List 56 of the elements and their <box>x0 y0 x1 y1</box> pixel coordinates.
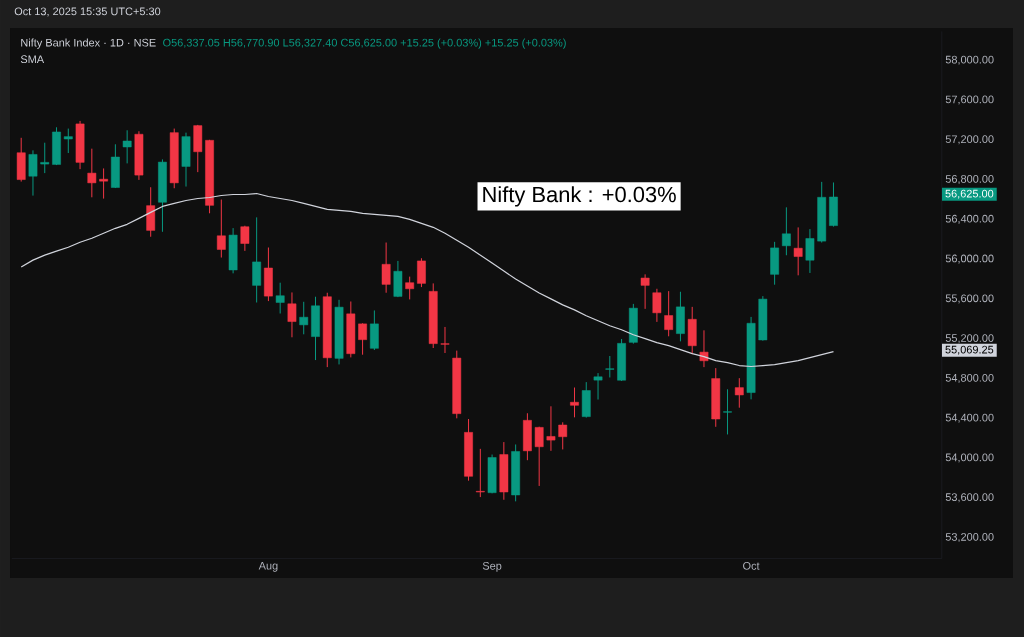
y-tick-label: 54,800.00 <box>945 373 994 383</box>
candlestick <box>558 421 568 450</box>
candlestick <box>275 282 285 315</box>
candlestick <box>40 142 50 174</box>
candlestick <box>252 216 262 303</box>
candlestick <box>805 228 815 274</box>
candlestick <box>734 377 744 409</box>
candlestick <box>405 276 415 300</box>
candlestick <box>793 226 803 276</box>
candlestick <box>381 242 391 294</box>
text: O56,337.05 H56,770.90 L56,327.40 C56,625.00 +15.25 (+0.03%) +15.25 (+0.03%) <box>163 38 566 49</box>
candlestick <box>534 426 544 487</box>
candlestick <box>63 128 73 154</box>
y-tick-label: 54,000.00 <box>945 453 994 463</box>
candlestick <box>699 329 709 368</box>
y-tick-label: 53,600.00 <box>945 493 994 503</box>
candlestick <box>475 448 485 498</box>
y-tick-label: 55,200.00 <box>945 334 994 344</box>
y-tick-label: 58,000.00 <box>945 55 994 65</box>
candlestick <box>87 148 97 198</box>
candlestick <box>216 199 226 259</box>
annotation: Nifty Bank : +0.03% <box>483 186 676 207</box>
y-tick-label: 53,200.00 <box>945 533 994 543</box>
y-tick-label: 57,200.00 <box>945 135 994 145</box>
y-tick-label: 56,400.00 <box>945 214 994 224</box>
y-tick-label: 55,600.00 <box>945 294 994 304</box>
candlestick <box>287 291 297 338</box>
x-tick-label: Aug <box>258 561 278 572</box>
candlestick <box>417 257 426 288</box>
text: SMA <box>20 55 45 64</box>
candlestick <box>593 372 603 401</box>
candlestick <box>652 288 662 323</box>
candlestick <box>358 322 367 356</box>
candlestick <box>440 326 450 354</box>
y-tick-label: 56,800.00 <box>945 175 994 185</box>
text: 56,625.00 <box>945 189 994 199</box>
candlestick <box>605 355 615 378</box>
candlestick <box>546 405 556 452</box>
candlestick <box>640 273 650 310</box>
y-tick-label: 56,000.00 <box>945 254 994 264</box>
text: Nifty Bank Index · 1D · NSE <box>21 38 156 49</box>
x-tick-label: Oct <box>743 561 760 570</box>
candlestick <box>28 149 38 197</box>
y-tick-label: 54,400.00 <box>945 413 994 423</box>
candlestick <box>664 290 674 337</box>
text: 55,069.25 <box>945 345 994 355</box>
candlestick <box>782 206 791 256</box>
candlestick <box>723 388 732 435</box>
text: Oct 13, 2025 15:35 UTC+5:30 <box>14 7 161 17</box>
y-tick-label: 57,600.00 <box>945 95 994 105</box>
candlestick <box>570 387 579 418</box>
candlestick <box>122 129 132 164</box>
candlestick <box>99 167 108 200</box>
candlestick <box>240 225 250 252</box>
x-tick-label: Sep <box>482 561 502 572</box>
candlestick <box>299 301 309 335</box>
